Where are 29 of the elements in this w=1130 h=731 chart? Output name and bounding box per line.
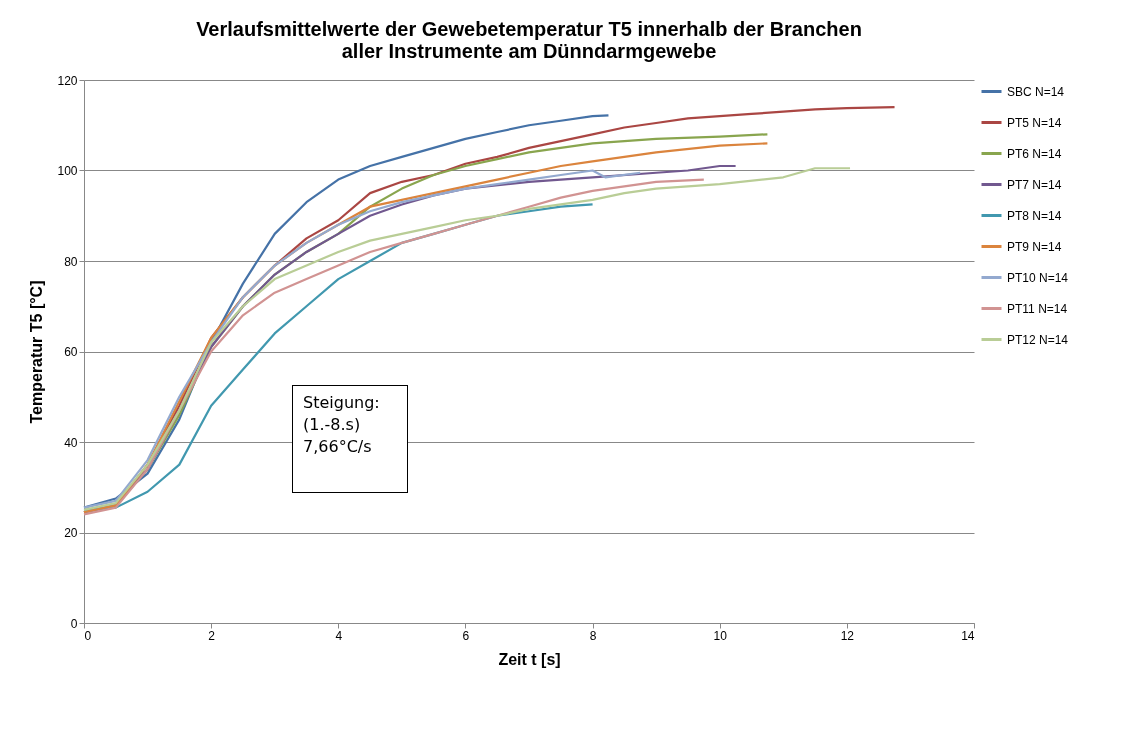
- legend-label: PT5 N=14: [1007, 115, 1062, 130]
- x-tick-label: 12: [840, 628, 855, 643]
- y-tick-label: 120: [57, 73, 78, 88]
- line-series: [82, 167, 852, 511]
- y-tick-label: 100: [57, 164, 78, 178]
- legend-label: PT11 N=14: [1007, 301, 1068, 316]
- x-tick-label: 8: [589, 628, 597, 643]
- legend-label: SBC N=14: [1007, 84, 1065, 99]
- legend-label: PT9 N=14: [1007, 239, 1062, 254]
- x-tick-label: 6: [462, 628, 470, 643]
- x-tick-label: 0: [84, 628, 92, 643]
- y-tick-label: 0: [70, 616, 78, 631]
- legend-label: PT12 N=14: [1007, 332, 1069, 347]
- y-tick-label: 60: [64, 345, 78, 359]
- x-tick-label: 14: [961, 628, 975, 643]
- y-tick-label: 40: [64, 435, 78, 450]
- y-tick-label: 80: [64, 254, 78, 269]
- legend-label: PT6 N=14: [1007, 146, 1062, 161]
- legend-label: PT7 N=14: [1007, 177, 1062, 192]
- chart-title: Verlaufsmittelwerte der Gewebetemperatur T5 innerhalb der Branchen aller Instrumente am Dünndarmgewebe: [196, 18, 862, 62]
- text-box: Steigung: (1.-8.s) 7,66°C/s: [292, 385, 408, 493]
- x-tick-label: 10: [713, 628, 728, 643]
- x-axis-title: Zeit t [s]: [498, 650, 561, 668]
- legend-label: PT8 N=14: [1007, 208, 1062, 223]
- y-tick-label: 20: [64, 526, 78, 540]
- x-tick-label: 2: [208, 628, 216, 643]
- legend-label: PT10 N=14: [1007, 270, 1069, 285]
- y-axis-title: Temperatur T5 [°C]: [28, 280, 46, 424]
- x-tick-label: 4: [335, 628, 343, 643]
